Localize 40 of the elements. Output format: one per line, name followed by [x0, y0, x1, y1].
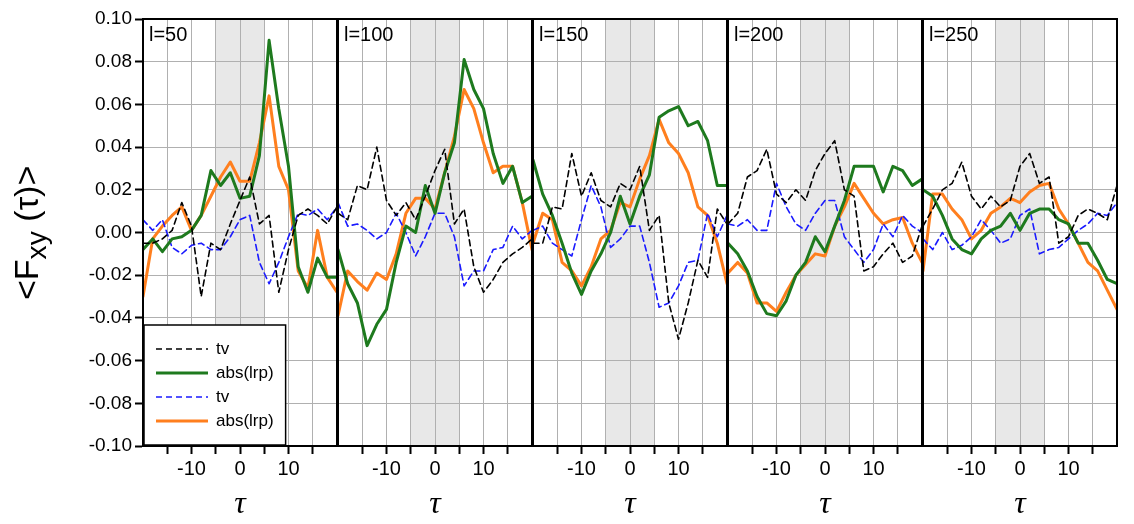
y-tick-label: -0.06	[88, 348, 132, 370]
x-tick-label: -10	[372, 456, 401, 479]
y-tick-label: -0.10	[88, 434, 132, 456]
x-tick-label: 0	[819, 456, 831, 479]
y-tick-label: -0.04	[88, 306, 133, 328]
x-tick-label: 0	[429, 456, 441, 479]
legend-label: tv	[216, 386, 230, 406]
chart-title: l=50	[149, 22, 188, 45]
x-tick-label: -10	[177, 456, 206, 479]
x-axis-title: τ	[429, 484, 443, 521]
x-tick-label: 10	[1057, 456, 1080, 479]
chart-title: l=200	[734, 22, 784, 45]
y-tick-label: 0.00	[95, 220, 132, 242]
x-tick-label: 0	[624, 456, 636, 479]
y-tick-label: 0.10	[95, 7, 132, 29]
x-tick-label: -10	[762, 456, 791, 479]
x-axis-title: τ	[234, 484, 248, 521]
y-tick-label: -0.08	[88, 391, 132, 413]
x-tick-label: 10	[667, 456, 690, 479]
x-tick-label: -10	[957, 456, 986, 479]
y-tick-label: 0.04	[95, 135, 133, 157]
y-tick-label: -0.02	[88, 263, 132, 285]
chart-title: l=250	[929, 22, 979, 45]
legend-label: abs(lrp)	[216, 410, 274, 430]
x-tick-label: -10	[567, 456, 596, 479]
legend-label: abs(lrp)	[216, 362, 274, 382]
chart-title: l=150	[539, 22, 589, 45]
x-axis-title: τ	[819, 484, 833, 521]
x-tick-label: 10	[472, 456, 495, 479]
x-axis-title: τ	[1014, 484, 1028, 521]
x-tick-label: 0	[234, 456, 246, 479]
x-tick-label: 10	[277, 456, 300, 479]
legend-label: tv	[216, 338, 230, 358]
x-tick-label: 0	[1014, 456, 1026, 479]
y-tick-label: 0.06	[95, 92, 132, 114]
x-tick-label: 10	[862, 456, 885, 479]
y-tick-label: 0.02	[95, 178, 132, 200]
x-axis-title: τ	[624, 484, 638, 521]
chart-title: l=100	[344, 22, 394, 45]
y-tick-label: 0.08	[95, 49, 132, 71]
